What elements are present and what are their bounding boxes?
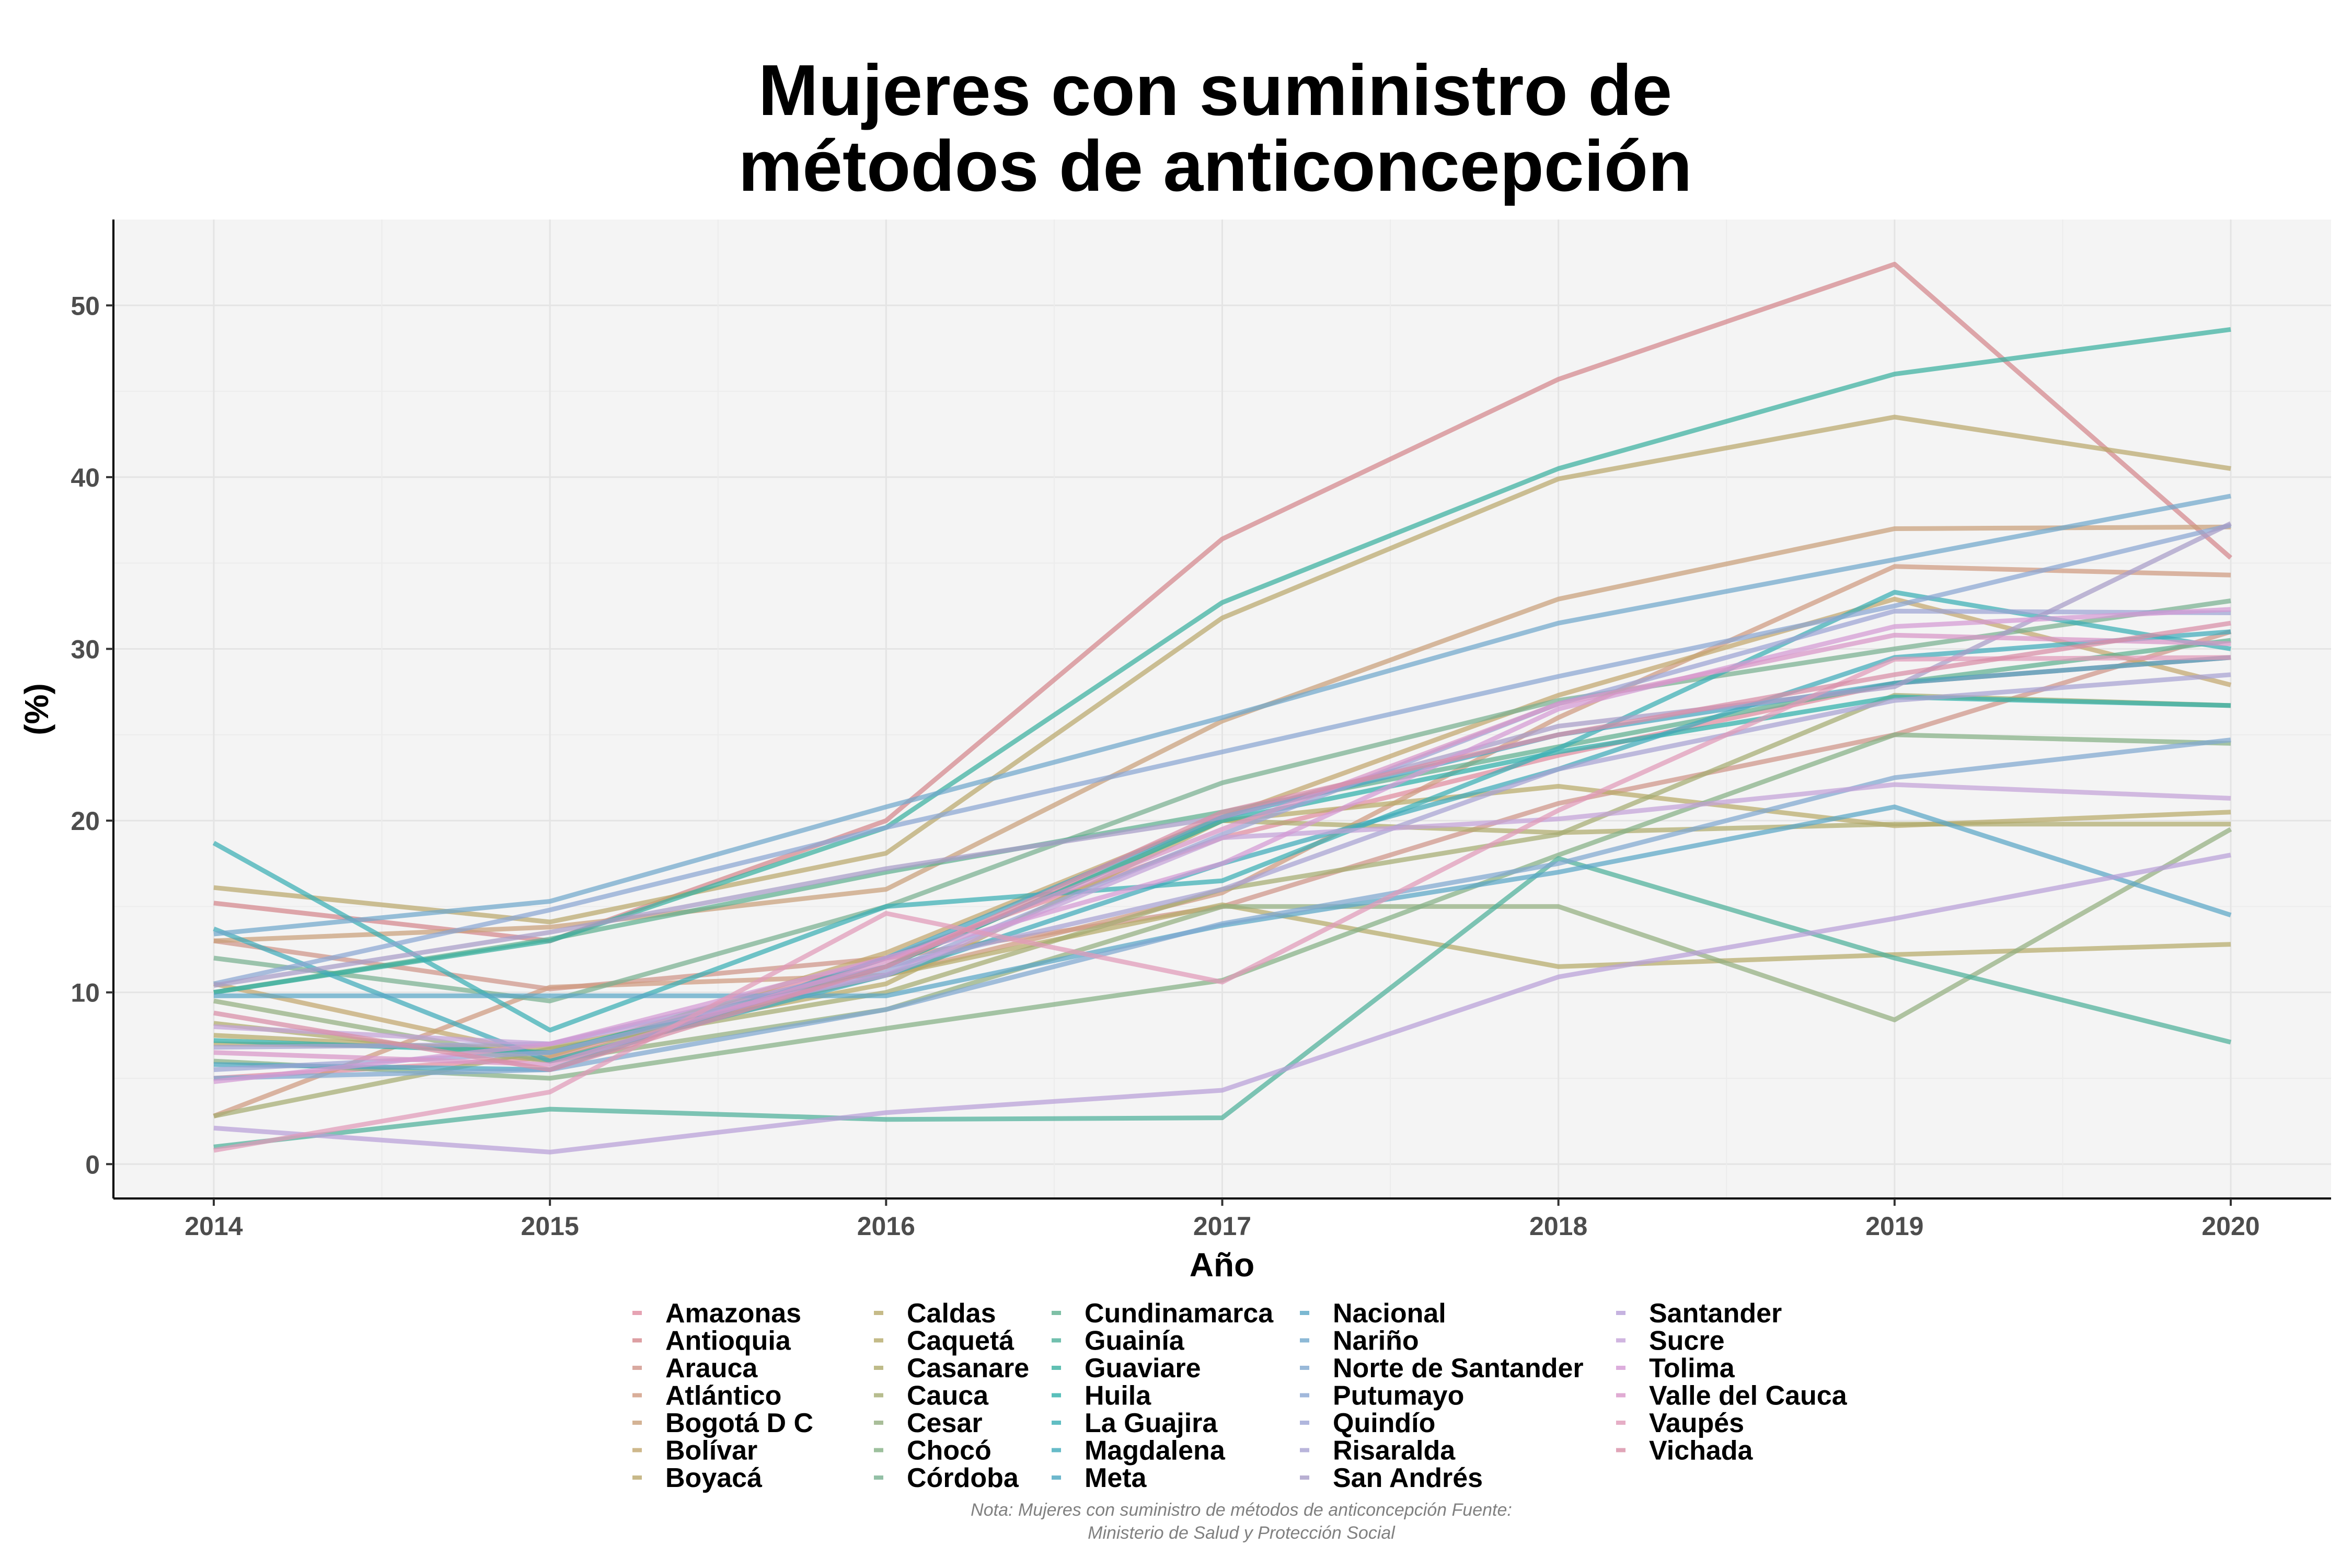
x-axis-title: Año bbox=[1190, 1246, 1254, 1284]
legend-label-guainia: Guainía bbox=[1085, 1326, 1185, 1356]
legend-label-antioquia: Antioquia bbox=[665, 1326, 791, 1356]
legend-label-sucre: Sucre bbox=[1649, 1326, 1725, 1356]
legend-label-cesar: Cesar bbox=[907, 1408, 983, 1438]
series-line-santander bbox=[213, 852, 2231, 1155]
y-tick-label: 40 bbox=[71, 463, 100, 492]
legend-label-caqueta: Caquetá bbox=[907, 1326, 1014, 1356]
note-line-1: Nota: Mujeres con suministro de métodos … bbox=[971, 1500, 1512, 1520]
x-tick-label: 2016 bbox=[857, 1212, 915, 1241]
series-line-guaviare bbox=[213, 327, 2231, 995]
series-line-la-guajira bbox=[212, 590, 2231, 1033]
chart-title-line-1: Mujeres con suministro de bbox=[758, 50, 1672, 131]
legend-label-vaupes: Vaupés bbox=[1649, 1408, 1744, 1438]
legend-label-cundinamarca: Cundinamarca bbox=[1085, 1298, 1274, 1329]
x-tick-label: 2018 bbox=[1529, 1212, 1587, 1241]
legend-label-tolima: Tolima bbox=[1649, 1353, 1735, 1383]
y-tick-label: 0 bbox=[85, 1150, 100, 1179]
series-line-guainia bbox=[213, 856, 2232, 1149]
y-tick-label: 10 bbox=[71, 978, 100, 1008]
legend-label-guaviare: Guaviare bbox=[1085, 1353, 1201, 1383]
legend-label-santander: Santander bbox=[1649, 1298, 1782, 1329]
legend-label-quindio: Quindío bbox=[1333, 1408, 1435, 1438]
series-line-quindio bbox=[213, 608, 2231, 1073]
series-lines bbox=[212, 261, 2232, 1155]
legend-label-vichada: Vichada bbox=[1649, 1436, 1754, 1466]
legend-label-casanare: Casanare bbox=[907, 1353, 1029, 1383]
legend-label-boyaca: Boyacá bbox=[665, 1463, 763, 1493]
y-tick-label: 30 bbox=[71, 635, 100, 664]
legend-label-narino: Nariño bbox=[1333, 1326, 1419, 1356]
legend-label-cauca: Cauca bbox=[907, 1381, 989, 1411]
series-line-vichada bbox=[213, 620, 2231, 1073]
legend-label-san-andres: San Andrés bbox=[1333, 1463, 1483, 1493]
legend-label-risaralda: Risaralda bbox=[1333, 1436, 1456, 1466]
series-line-narino bbox=[213, 493, 2231, 937]
legend-label-bolivar: Bolívar bbox=[665, 1436, 757, 1466]
y-axis-ticks: 0 10 20 30 40 50 bbox=[71, 291, 113, 1179]
x-axis-ticks: 2014 2015 2016 2017 2018 2019 2020 bbox=[185, 1198, 2260, 1241]
y-axis-title: (%) bbox=[18, 683, 55, 735]
legend-label-magdalena: Magdalena bbox=[1085, 1436, 1226, 1466]
legend-label-norte-de-santander: Norte de Santander bbox=[1333, 1353, 1584, 1383]
series-line-putumayo bbox=[213, 523, 2232, 986]
y-tick-label: 50 bbox=[71, 291, 100, 320]
x-tick-label: 2017 bbox=[1193, 1212, 1251, 1241]
legend-label-bogota-d-c: Bogotá D C bbox=[665, 1408, 813, 1438]
x-tick-label: 2015 bbox=[521, 1212, 579, 1241]
y-tick-label: 20 bbox=[71, 806, 100, 836]
legend-label-atlantico: Atlántico bbox=[665, 1381, 781, 1411]
legend-label-putumayo: Putumayo bbox=[1333, 1381, 1464, 1411]
series-line-vaupes bbox=[213, 655, 2231, 1153]
series-line-atlantico bbox=[213, 564, 2231, 1119]
legend-label-cordoba: Córdoba bbox=[907, 1463, 1019, 1493]
series-line-san-andres bbox=[213, 521, 2232, 988]
x-tick-label: 2020 bbox=[2201, 1212, 2259, 1241]
legend-label-choco: Chocó bbox=[907, 1436, 991, 1466]
series-line-tolima bbox=[213, 607, 2231, 1085]
legend-label-meta: Meta bbox=[1085, 1463, 1147, 1493]
series-line-valle-del-cauca bbox=[213, 632, 2231, 1067]
legend-label-caldas: Caldas bbox=[907, 1298, 996, 1329]
legend-label-la-guajira: La Guajira bbox=[1085, 1408, 1218, 1438]
series-line-boyaca bbox=[213, 414, 2231, 925]
legend-label-arauca: Arauca bbox=[665, 1353, 758, 1383]
legend-label-huila: Huila bbox=[1085, 1381, 1151, 1411]
x-tick-label: 2014 bbox=[185, 1212, 243, 1241]
legend-label-valle-del-cauca: Valle del Cauca bbox=[1649, 1381, 1848, 1411]
series-line-cordoba bbox=[213, 598, 2231, 1004]
series-line-bogota-d-c bbox=[213, 524, 2231, 943]
note-line-2: Ministerio de Salud y Protección Social bbox=[1088, 1523, 1396, 1543]
x-tick-label: 2019 bbox=[1865, 1212, 1923, 1241]
legend-label-nacional: Nacional bbox=[1333, 1298, 1446, 1329]
legend-label-amazonas: Amazonas bbox=[665, 1298, 801, 1329]
chart-title-line-2: métodos de anticoncepción bbox=[739, 126, 1692, 206]
